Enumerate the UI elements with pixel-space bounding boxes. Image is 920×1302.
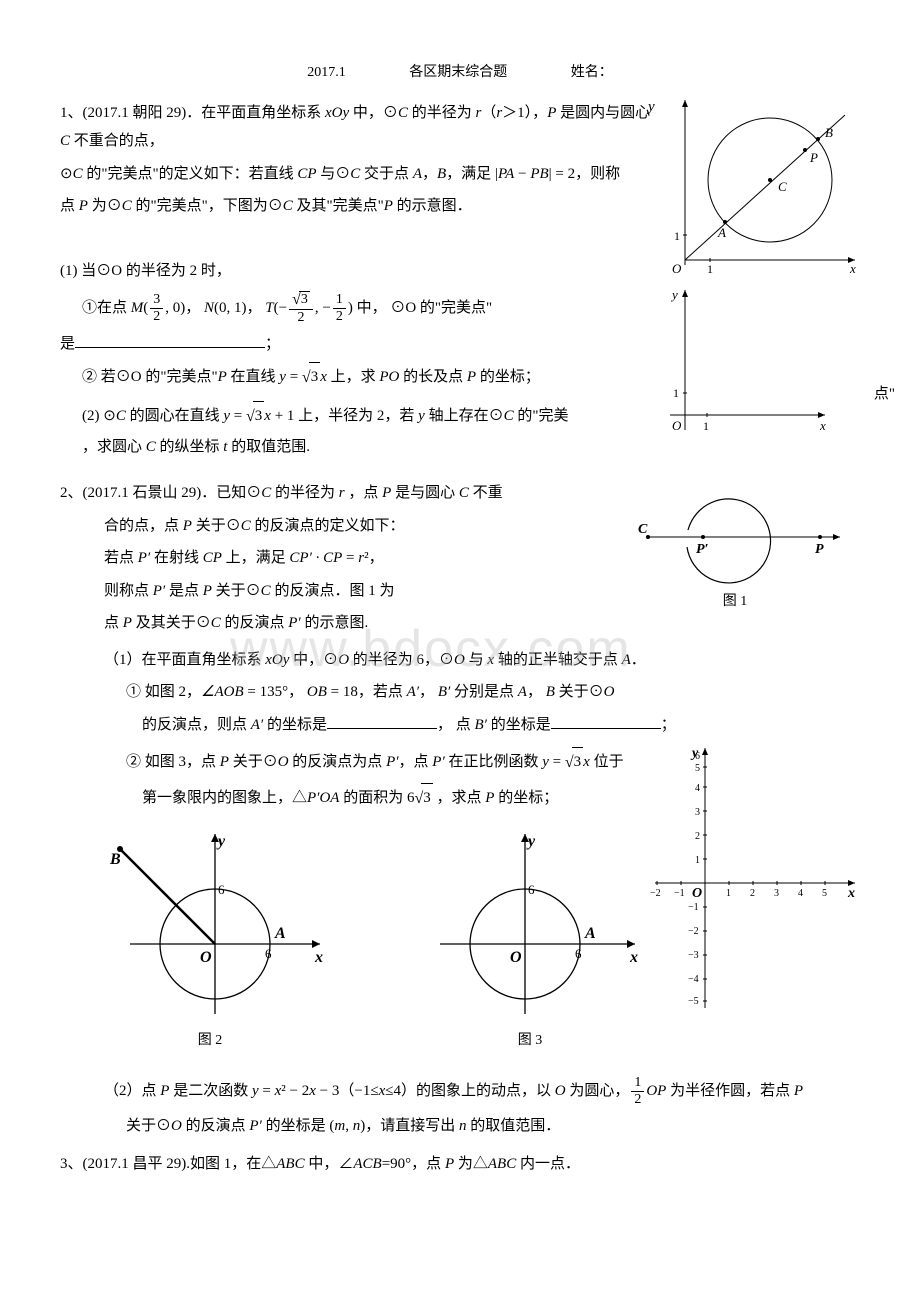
svg-text:−4: −4 [688, 974, 699, 985]
svg-text:2: 2 [750, 888, 755, 899]
svg-text:A: A [274, 925, 286, 942]
svg-text:A: A [584, 925, 596, 942]
svg-text:O: O [672, 261, 682, 275]
q2-figure3: y x O A 6 6 [410, 824, 650, 1024]
blank-3 [551, 713, 661, 729]
q2-figure1: C P′ P [610, 475, 860, 585]
svg-text:−1: −1 [674, 888, 685, 899]
svg-text:O: O [510, 949, 522, 966]
q2-s1-l2: 的反演点，则点 A′ 的坐标是， 点 B′ 的坐标是； [60, 711, 860, 740]
svg-text:1: 1 [703, 419, 709, 433]
header-title: 各区期末综合题 [409, 65, 507, 80]
svg-text:6: 6 [695, 751, 700, 762]
q1-figure-top: C P B A O 1 1 x [660, 95, 860, 275]
svg-text:x: x [849, 261, 856, 275]
svg-text:−1: −1 [688, 902, 699, 913]
svg-text:−5: −5 [688, 996, 699, 1007]
svg-text:4: 4 [695, 783, 700, 794]
svg-text:3: 3 [695, 807, 700, 818]
q2-line5: 点 P 及其关于⊙C 的反演点 P′ 的示意图. [60, 609, 610, 638]
q2-figures-row: B y x O A 6 6 图 2 y x O A 6 6 图 3 [60, 824, 650, 1055]
svg-text:y: y [216, 833, 226, 850]
svg-text:P: P [809, 150, 818, 165]
q1-line1: 1、(2017.1 朝阳 29)．在平面直角坐标系 xOy 中，⊙C 的半径为 … [60, 99, 660, 156]
svg-text:−2: −2 [650, 888, 661, 899]
svg-text:6: 6 [218, 882, 225, 897]
svg-text:6: 6 [528, 882, 535, 897]
q2-s1-l1: ① 如图 2，∠AOB = 135°， OB = 18，若点 A′， B′ 分别… [60, 678, 860, 707]
svg-text:1: 1 [674, 229, 680, 243]
svg-text:O: O [692, 886, 702, 901]
svg-text:y: y [526, 833, 536, 850]
q2-figure-grid: O x y 1 2 3 4 5 −1 −2 1 2 3 4 5 6 −1 −2 … [650, 743, 860, 1013]
svg-text:5: 5 [822, 888, 827, 899]
q2-line4: 则称点 P′ 是点 P 关于⊙C 的反演点．图 1 为 [60, 577, 610, 606]
svg-text:x: x [314, 949, 323, 966]
q2-block: 2、(2017.1 石景山 29)．已知⊙C 的半径为 r ，点 P 是与圆心 … [60, 475, 860, 642]
q1-part1-2: ② 若⊙O 的"完美点"P 在直线 y = √3x 上，求 PO 的长及点 P … [60, 362, 660, 393]
q1-figure-bottom: O 1 1 x y [610, 285, 830, 445]
fig2-label: 图 2 [90, 1028, 330, 1055]
svg-text:P: P [815, 542, 824, 557]
svg-text:−3: −3 [688, 950, 699, 961]
svg-text:P′: P′ [696, 542, 709, 557]
svg-text:C: C [778, 179, 787, 194]
header-name: 姓名： [571, 65, 613, 80]
q2-p2-l2: 关于⊙O 的反演点 P′ 的坐标是 (m, n)，请直接写出 n 的取值范围． [60, 1112, 860, 1141]
q2-line3: 若点 P′ 在射线 CP 上，满足 CP′ · CP = r²， [60, 544, 610, 573]
svg-text:3: 3 [774, 888, 779, 899]
svg-text:−2: −2 [688, 926, 699, 937]
svg-text:1: 1 [726, 888, 731, 899]
q1-line2: ⊙C 的"完美点"的定义如下：若直线 CP 与⊙C 交于点 A，B，满足 |PA… [60, 160, 660, 189]
svg-text:1: 1 [695, 855, 700, 866]
header-date: 2017.1 [307, 65, 346, 80]
q2-p2-l1: （2）点 P 是二次函数 y = x² − 2x − 3（−1≤x≤4）的图象上… [60, 1075, 860, 1108]
svg-text:A: A [717, 225, 726, 240]
q1-block: 1、(2017.1 朝阳 29)．在平面直角坐标系 xOy 中，⊙C 的半径为 … [60, 95, 860, 466]
svg-text:B: B [825, 125, 833, 140]
svg-text:1: 1 [673, 386, 679, 400]
q2-line1: 2、(2017.1 石景山 29)．已知⊙C 的半径为 r ，点 P 是与圆心 … [60, 479, 610, 508]
q2-p1: （1）在平面直角坐标系 xOy 中，⊙O 的半径为 6，⊙O 与 x 轴的正半轴… [60, 646, 860, 675]
q1-part1: (1) 当⊙O 的半径为 2 时， [60, 257, 660, 286]
fig1-label: 图 1 [610, 589, 860, 616]
fig3-label: 图 3 [410, 1028, 650, 1055]
svg-text:y: y [670, 287, 678, 302]
q1-p2-extra: 点" [874, 380, 895, 409]
svg-text:O: O [200, 949, 212, 966]
blank-1 [75, 332, 265, 348]
q2-s2-l1: ② 如图 3，点 P 关于⊙O 的反演点为点 P′，点 P′ 在正比例函数 y … [60, 747, 650, 778]
svg-text:O: O [672, 418, 682, 433]
svg-text:6: 6 [575, 946, 582, 961]
svg-text:C: C [638, 522, 648, 537]
y-label-fig1: y [648, 93, 655, 122]
q1-part1-1-blank: 是； [60, 330, 660, 359]
svg-text:1: 1 [707, 262, 713, 275]
svg-text:2: 2 [695, 831, 700, 842]
svg-text:5: 5 [695, 763, 700, 774]
svg-text:x: x [819, 418, 826, 433]
q3-line1: 3、(2017.1 昌平 29).如图 1，在△ABC 中，∠ACB=90°，点… [60, 1150, 860, 1179]
svg-text:x: x [629, 949, 638, 966]
q2-line2: 合的点，点 P 关于⊙C 的反演点的定义如下： [60, 512, 610, 541]
svg-text:6: 6 [265, 946, 272, 961]
blank-2 [327, 713, 437, 729]
q1-part2: (2) ⊙C 的圆心在直线 y = √3x + 1 上，半径为 2，若 y 轴上… [60, 401, 660, 461]
q2-figure2: B y x O A 6 6 [90, 824, 330, 1024]
svg-text:x: x [847, 886, 855, 901]
q2-s2-l2: 第一象限内的图象上，△P′OA 的面积为 6√3 ，求点 P 的坐标； [60, 783, 650, 814]
page-header: 2017.1 各区期末综合题 姓名： [60, 60, 860, 87]
q1-line3: 点 P 为⊙C 的"完美点"，下图为⊙C 及其"完美点"P 的示意图． [60, 192, 660, 221]
svg-text:4: 4 [798, 888, 803, 899]
svg-text:B: B [109, 851, 121, 868]
q1-part1-1: ①在点 M(32, 0)， N(0, 1)， T(−√32, −12) 中， ⊙… [60, 290, 660, 326]
